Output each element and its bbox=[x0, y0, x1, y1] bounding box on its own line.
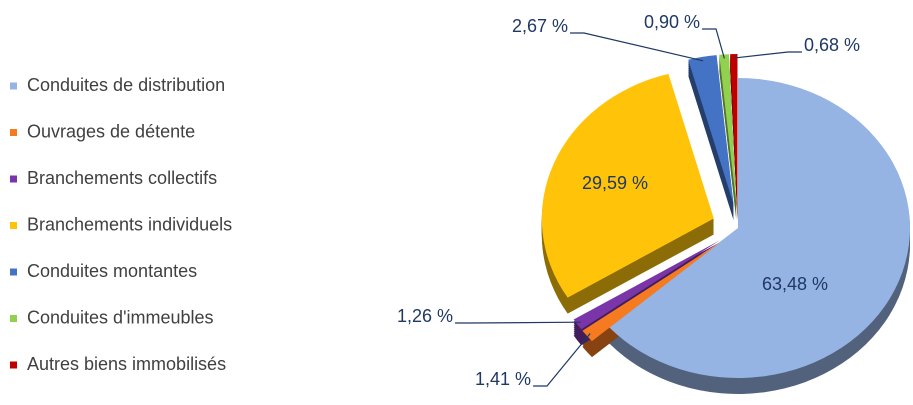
slice-side bbox=[719, 62, 737, 213]
data-label: 63,48 % bbox=[762, 274, 828, 294]
legend-swatch bbox=[10, 315, 17, 322]
data-label: 0,90 % bbox=[644, 12, 700, 32]
legend-label: Branchements individuels bbox=[27, 214, 232, 234]
slice bbox=[541, 73, 714, 298]
legend-swatch bbox=[10, 175, 17, 183]
leader-line bbox=[702, 28, 725, 59]
legend-label: Ouvrages de détente bbox=[27, 121, 195, 141]
legend-label: Conduites montantes bbox=[27, 261, 197, 281]
legend-swatch bbox=[10, 361, 17, 369]
slice bbox=[609, 78, 910, 378]
leader-line bbox=[570, 32, 704, 62]
slice bbox=[688, 55, 734, 205]
legend-swatch bbox=[10, 222, 17, 229]
slice-side bbox=[719, 56, 737, 207]
leader-line bbox=[455, 321, 581, 324]
legend-label: Conduites d'immeubles bbox=[27, 307, 214, 327]
leader-line bbox=[533, 333, 591, 387]
slice-side bbox=[719, 70, 737, 221]
legend-swatch bbox=[10, 129, 17, 136]
legend-swatch bbox=[10, 268, 17, 276]
slice bbox=[719, 54, 737, 205]
data-label: 0,68 % bbox=[804, 35, 860, 55]
slice bbox=[573, 240, 720, 330]
slice bbox=[582, 241, 721, 342]
legend-label: Autres biens immobilisés bbox=[27, 354, 226, 374]
slice bbox=[730, 54, 738, 205]
slice-side bbox=[719, 68, 737, 219]
legend-label: Branchements collectifs bbox=[27, 168, 217, 188]
data-label: 2,67 % bbox=[512, 16, 568, 36]
data-label: 1,26 % bbox=[397, 306, 453, 326]
leader-line bbox=[733, 51, 802, 59]
slice-side bbox=[719, 58, 737, 209]
slice-side bbox=[719, 64, 737, 215]
data-label: 29,59 % bbox=[582, 173, 648, 193]
legend-swatch bbox=[10, 82, 17, 90]
legend-label: Conduites de distribution bbox=[27, 75, 225, 95]
slice-side bbox=[719, 66, 737, 217]
data-label: 1,41 % bbox=[475, 369, 531, 389]
slice-side bbox=[719, 60, 737, 211]
